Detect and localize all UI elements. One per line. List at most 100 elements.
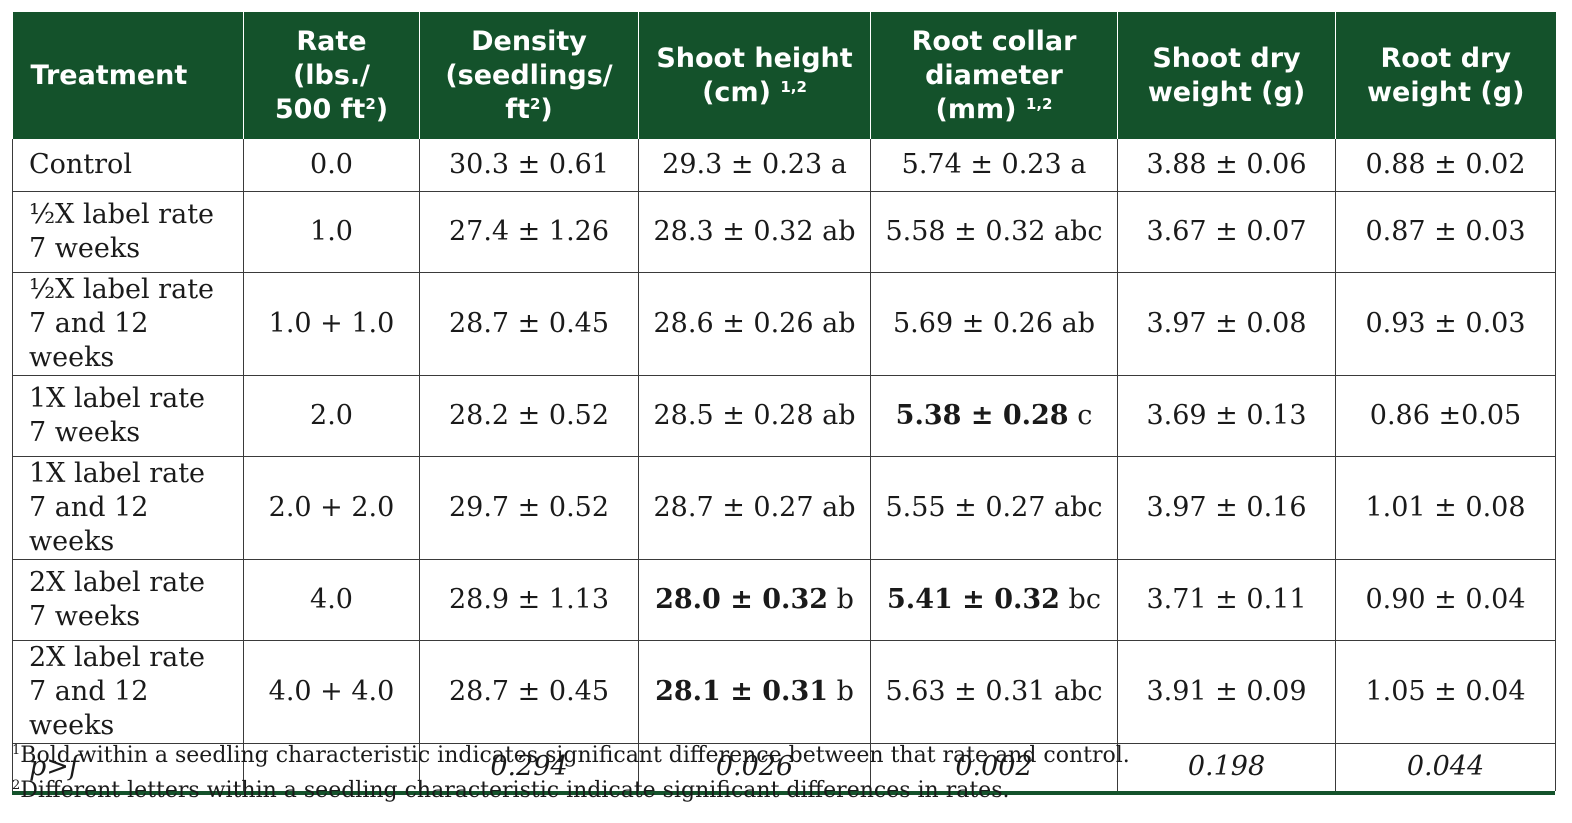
header-shoot-dry: Shoot dry weight (g) — [1117, 12, 1336, 139]
cell-shoot-height: 28.3 ± 0.32 ab — [638, 190, 871, 273]
footnote-1-text: Bold within a seedling characteristic in… — [20, 743, 1130, 768]
root-collar-text: 5.58 ± 0.32 abc — [885, 215, 1103, 247]
cell-root-dry: 1.01 ± 0.08 — [1335, 455, 1556, 560]
treatment-line2: 7 and 12 weeks — [29, 307, 149, 373]
cell-root-collar: 5.55 ± 0.27 abc — [870, 455, 1118, 560]
cell-pf-root-collar: 0.002 — [870, 742, 1118, 791]
header-rate-sup: 2 — [365, 94, 376, 113]
header-treatment: Treatment — [12, 12, 244, 139]
header-shoot-height: Shoot height (cm) 1,2 — [638, 12, 871, 139]
cell-rate: 1.0 — [243, 190, 420, 273]
footnote-2: 2Different letters within a seedling cha… — [12, 778, 1010, 803]
header-density-line3-end: ) — [540, 93, 553, 125]
table-header: Treatment Rate (lbs./ 500 ft2) Density (… — [12, 12, 1556, 139]
treatment-line2: 7 and 12 weeks — [29, 675, 149, 741]
shoot-height-text: 28.3 ± 0.32 ab — [653, 215, 856, 247]
header-root-collar-line1: Root collar — [911, 25, 1077, 57]
cell-shoot-dry: 3.97 ± 0.16 — [1117, 455, 1336, 560]
header-shoot-height-line2: (cm) — [702, 76, 771, 108]
cell-root-dry: 0.88 ± 0.02 — [1335, 139, 1556, 192]
root-collar-text: bc — [1059, 583, 1101, 615]
header-shoot-dry-line2: weight (g) — [1147, 76, 1306, 108]
header-density-line1: Density — [471, 25, 587, 57]
cell-density: 29.7 ± 0.52 — [419, 455, 639, 560]
treatment-line1: ½X label rate — [29, 198, 215, 230]
footnote-2-text: Different letters within a seedling char… — [20, 778, 1010, 803]
cell-treatment: Control — [12, 139, 244, 192]
cell-pf-rate — [243, 742, 420, 791]
results-table: Treatment Rate (lbs./ 500 ft2) Density (… — [12, 12, 1556, 791]
header-density: Density (seedlings/ ft2) — [419, 12, 639, 139]
header-density-line3: ft — [505, 93, 530, 125]
table-body: Control 0.0 30.3 ± 0.61 29.3 ± 0.23 a 5.… — [12, 139, 1556, 791]
cell-pf-root-dry: 0.044 — [1335, 742, 1556, 791]
table-row: 1X label rate 7 weeks 2.0 28.2 ± 0.52 28.… — [12, 374, 1556, 457]
shoot-height-text: 29.3 ± 0.23 a — [662, 148, 847, 180]
cell-shoot-height: 28.6 ± 0.26 ab — [638, 271, 871, 376]
cell-shoot-dry: 3.88 ± 0.06 — [1117, 139, 1336, 192]
cell-root-collar: 5.41 ± 0.32 bc — [870, 558, 1118, 641]
header-row: Treatment Rate (lbs./ 500 ft2) Density (… — [12, 12, 1556, 139]
root-collar-text: c — [1068, 399, 1093, 431]
treatment-line1: 2X label rate — [29, 566, 206, 598]
cell-rate: 4.0 — [243, 558, 420, 641]
cell-treatment: 2X label rate 7 weeks — [12, 558, 244, 641]
header-rate-line3-end: ) — [375, 93, 389, 125]
header-shoot-height-line1: Shoot height — [656, 42, 853, 74]
header-density-line2: (seedlings/ — [445, 59, 613, 91]
cell-shoot-height: 28.0 ± 0.32 b — [638, 558, 871, 641]
treatment-line1: 1X label rate — [29, 382, 206, 414]
root-collar-text: 5.74 ± 0.23 a — [901, 148, 1087, 180]
root-collar-text: 5.63 ± 0.31 abc — [885, 675, 1103, 707]
cell-pf-shoot-dry: 0.198 — [1117, 742, 1336, 791]
cell-pf-label: p>f — [12, 742, 244, 791]
cell-root-collar: 5.63 ± 0.31 abc — [870, 639, 1118, 744]
cell-root-collar: 5.38 ± 0.28 c — [870, 374, 1118, 457]
shoot-height-text: b — [828, 583, 854, 615]
shoot-height-text: b — [828, 675, 854, 707]
root-collar-bold: 5.38 ± 0.28 — [895, 399, 1069, 431]
header-rate: Rate (lbs./ 500 ft2) — [243, 12, 420, 139]
table-bottom-rule — [12, 791, 1555, 795]
header-rate-line1: Rate — [296, 25, 367, 57]
cell-treatment: 2X label rate 7 and 12 weeks — [12, 639, 244, 744]
cell-root-dry: 0.87 ± 0.03 — [1335, 190, 1556, 273]
shoot-height-text: 28.7 ± 0.27 ab — [653, 491, 856, 523]
cell-treatment: ½X label rate 7 and 12 weeks — [12, 271, 244, 376]
cell-pf-shoot-height: 0.026 — [638, 742, 871, 791]
cell-treatment: 1X label rate 7 and 12 weeks — [12, 455, 244, 560]
cell-rate: 2.0 + 2.0 — [243, 455, 420, 560]
header-rate-line3: 500 ft — [274, 93, 366, 125]
treatment-line2: 7 weeks — [29, 416, 141, 448]
cell-root-collar: 5.69 ± 0.26 ab — [870, 271, 1118, 376]
footnote-2-mark: 2 — [12, 778, 21, 793]
treatment-line1: 1X label rate — [29, 457, 206, 489]
cell-rate: 1.0 + 1.0 — [243, 271, 420, 376]
cell-shoot-dry: 3.97 ± 0.08 — [1117, 271, 1336, 376]
cell-pf-density: 0.294 — [419, 742, 639, 791]
cell-treatment: ½X label rate 7 weeks — [12, 190, 244, 273]
header-root-collar-line2: diameter — [925, 59, 1063, 91]
header-root-dry-line1: Root dry — [1380, 42, 1511, 74]
treatment-line1: 2X label rate — [29, 641, 206, 673]
cell-root-dry: 1.05 ± 0.04 — [1335, 639, 1556, 744]
header-density-sup: 2 — [529, 94, 541, 113]
treatment-line2: 7 weeks — [29, 232, 141, 264]
cell-density: 28.2 ± 0.52 — [419, 374, 639, 457]
table-row: ½X label rate 7 and 12 weeks 1.0 + 1.0 28… — [12, 271, 1556, 376]
shoot-height-bold: 28.1 ± 0.31 — [655, 675, 829, 707]
table-row: 1X label rate 7 and 12 weeks 2.0 + 2.0 29… — [12, 455, 1556, 560]
cell-shoot-dry: 3.67 ± 0.07 — [1117, 190, 1336, 273]
cell-density: 28.9 ± 1.13 — [419, 558, 639, 641]
cell-shoot-height: 28.7 ± 0.27 ab — [638, 455, 871, 560]
root-collar-bold: 5.41 ± 0.32 — [887, 583, 1060, 615]
cell-density: 30.3 ± 0.61 — [419, 139, 639, 192]
pvalue-row: p>f 0.294 0.026 0.002 0.198 0.044 — [12, 742, 1556, 791]
cell-rate: 4.0 + 4.0 — [243, 639, 420, 744]
header-root-dry-line2: weight (g) — [1367, 76, 1525, 108]
header-root-collar-sup: 1,2 — [1025, 94, 1053, 113]
cell-density: 27.4 ± 1.26 — [419, 190, 639, 273]
shoot-height-bold: 28.0 ± 0.32 — [655, 583, 829, 615]
cell-shoot-dry: 3.91 ± 0.09 — [1117, 639, 1336, 744]
treatment-line1: ½X label rate — [29, 273, 215, 305]
